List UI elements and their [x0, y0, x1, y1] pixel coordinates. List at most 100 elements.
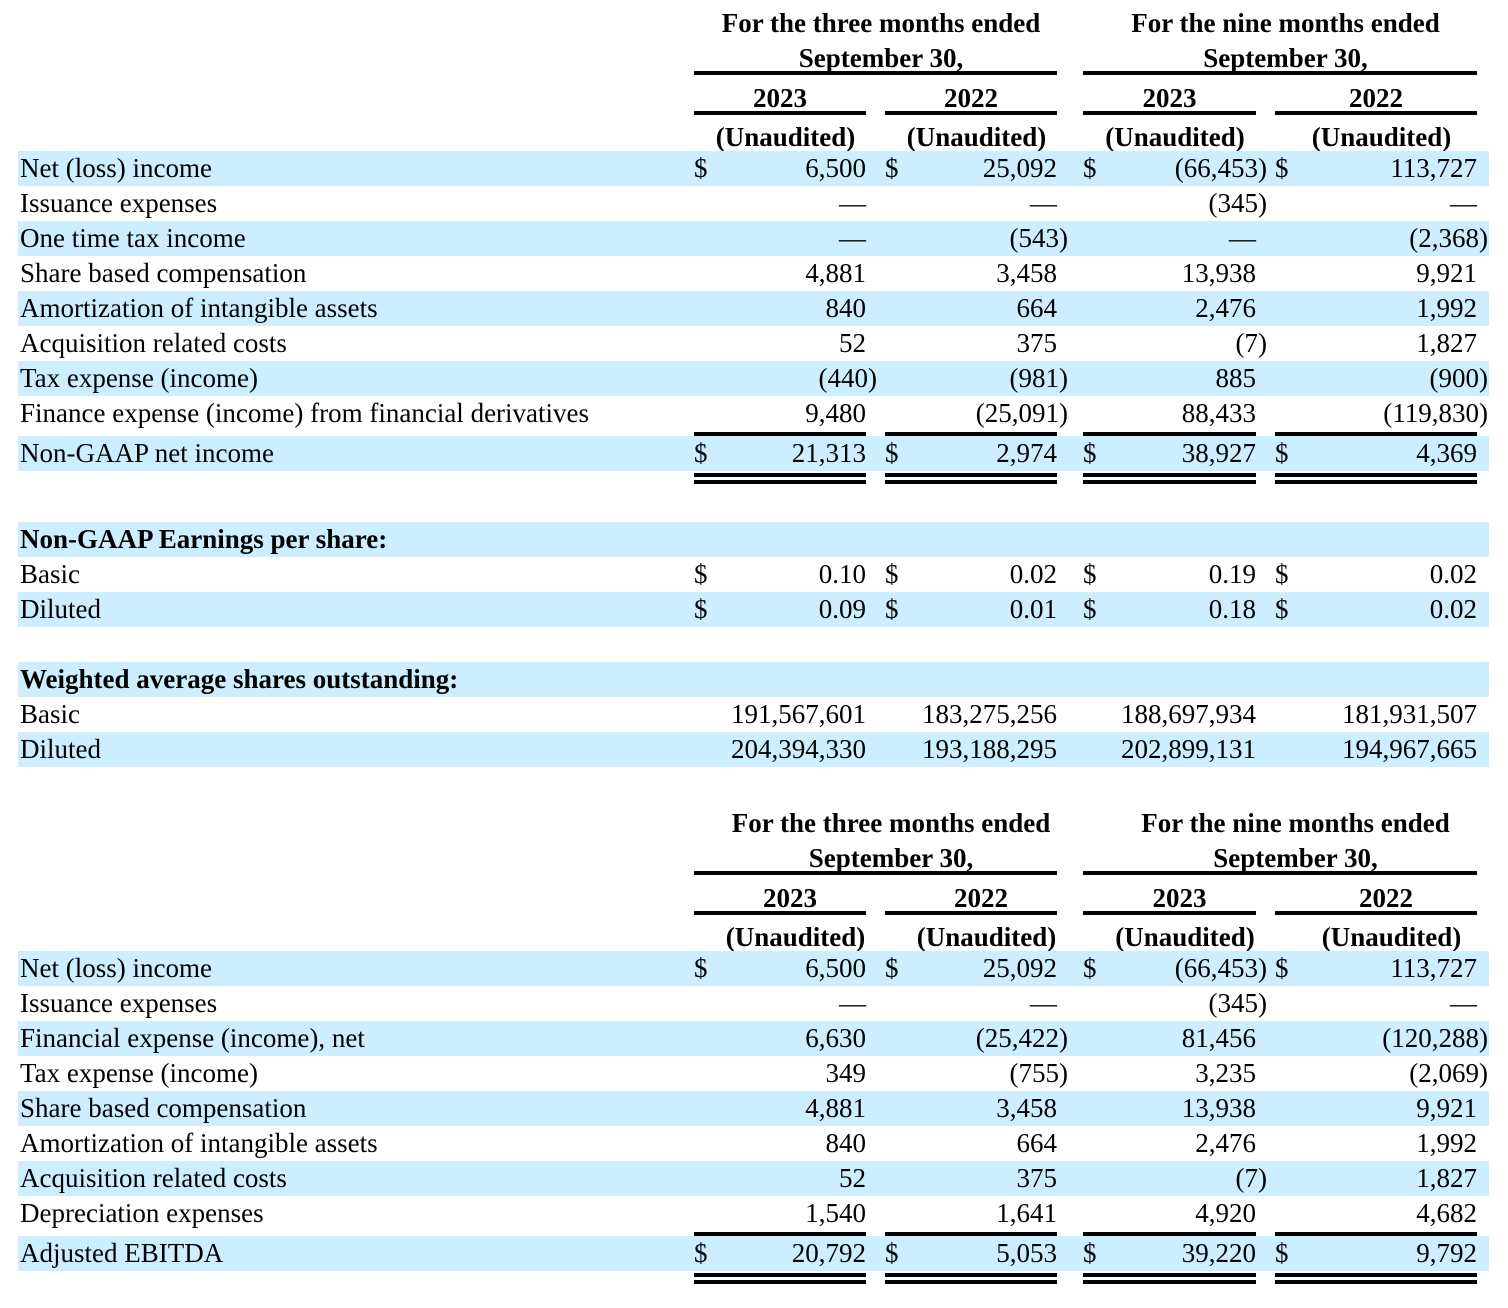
- rule-line: [1083, 1280, 1256, 1284]
- dollar-sign: $: [1083, 153, 1097, 183]
- value-cell: 1,992: [1416, 1128, 1477, 1158]
- value-cell: 840: [825, 1128, 867, 1158]
- dollar-sign: $: [694, 1238, 708, 1268]
- value-cell: (7): [1235, 328, 1267, 358]
- row-shading: [18, 1021, 1489, 1056]
- column-year: 2023: [1142, 83, 1197, 113]
- value-cell: 4,369: [1416, 438, 1477, 468]
- column-group-title: For the three months ended: [731, 808, 1051, 838]
- column-year: 2023: [1152, 883, 1207, 913]
- non-gaap-net-income-row-label: Share based compensation: [20, 258, 307, 288]
- value-cell: 0.02: [1429, 559, 1477, 589]
- value-cell: (440): [818, 363, 877, 393]
- dollar-sign: $: [1083, 594, 1097, 624]
- rule-line: [1275, 1232, 1477, 1236]
- value-cell: —: [839, 188, 866, 218]
- rule-line: [694, 473, 866, 477]
- shares-diluted-label: Diluted: [20, 734, 101, 764]
- row-shading: [18, 732, 1489, 767]
- value-cell: 188,697,934: [1121, 699, 1256, 729]
- adjusted-ebitda-row-label: Tax expense (income): [20, 1058, 259, 1088]
- value-cell: 181,931,507: [1342, 699, 1477, 729]
- value-cell: 5,053: [996, 1238, 1057, 1268]
- value-cell: —: [1450, 988, 1477, 1018]
- non-gaap-net-income-row-label: Net (loss) income: [20, 153, 212, 183]
- rule-line: [885, 1280, 1057, 1284]
- value-cell: 3,458: [996, 258, 1057, 288]
- value-cell: 202,899,131: [1121, 734, 1256, 764]
- rule-line: [694, 71, 1057, 75]
- value-cell: (543): [1009, 223, 1068, 253]
- value-cell: 6,500: [805, 153, 866, 183]
- row-shading: [18, 221, 1489, 256]
- rule-line: [885, 432, 1057, 436]
- dollar-sign: $: [1275, 438, 1289, 468]
- rule-line: [1083, 71, 1477, 75]
- row-shading: [18, 436, 1489, 471]
- non-gaap-net-income-total-label: Non-GAAP net income: [20, 438, 274, 468]
- value-cell: 1,540: [805, 1198, 866, 1228]
- dollar-sign: $: [885, 594, 899, 624]
- value-cell: 1,827: [1416, 328, 1477, 358]
- value-cell: 25,092: [982, 153, 1057, 183]
- adjusted-ebitda-total-label: Adjusted EBITDA: [20, 1238, 224, 1268]
- value-cell: —: [1030, 988, 1057, 1018]
- column-year: 2022: [1359, 883, 1413, 913]
- value-cell: 183,275,256: [922, 699, 1057, 729]
- value-cell: 9,480: [805, 398, 866, 428]
- value-cell: 4,682: [1416, 1198, 1477, 1228]
- rule-line: [1275, 432, 1477, 436]
- rule-line: [694, 1232, 866, 1236]
- value-cell: —: [839, 988, 866, 1018]
- column-audit-status: (Unaudited): [1311, 122, 1452, 152]
- rule-line: [1275, 1280, 1477, 1284]
- value-cell: 4,881: [805, 258, 866, 288]
- value-cell: 38,927: [1181, 438, 1256, 468]
- adjusted-ebitda-row-label: Issuance expenses: [20, 988, 218, 1018]
- value-cell: 0.18: [1208, 594, 1256, 624]
- column-group-title: For the nine months ended: [1131, 8, 1440, 38]
- value-cell: (7): [1235, 1163, 1267, 1193]
- row-shading: [18, 592, 1489, 627]
- column-group-subtitle: September 30,: [1213, 843, 1378, 873]
- value-cell: (981): [1009, 363, 1068, 393]
- value-cell: (2,368): [1409, 223, 1488, 253]
- value-cell: 193,188,295: [922, 734, 1057, 764]
- rule-line: [1275, 1273, 1477, 1277]
- eps-heading: Non-GAAP Earnings per share:: [20, 524, 388, 554]
- value-cell: 1,992: [1416, 293, 1477, 323]
- value-cell: 88,433: [1181, 398, 1256, 428]
- value-cell: 9,921: [1416, 1093, 1477, 1123]
- column-audit-status: (Unaudited): [906, 122, 1047, 152]
- value-cell: (66,453): [1174, 153, 1267, 183]
- rule-line: [694, 1273, 866, 1277]
- value-cell: (120,288): [1382, 1023, 1488, 1053]
- dollar-sign: $: [1083, 953, 1097, 983]
- rule-line: [1083, 480, 1256, 484]
- column-audit-status: (Unaudited): [916, 922, 1057, 952]
- rule-line: [694, 871, 1057, 875]
- value-cell: 194,967,665: [1342, 734, 1477, 764]
- rule-line: [1083, 911, 1256, 915]
- rule-line: [694, 911, 866, 915]
- rule-line: [885, 473, 1057, 477]
- eps-diluted-label: Diluted: [20, 594, 101, 624]
- rule-line: [1083, 1232, 1256, 1236]
- dollar-sign: $: [885, 1238, 899, 1268]
- column-group-subtitle: September 30,: [798, 43, 964, 73]
- rule-line: [885, 111, 1057, 115]
- rule-line: [1083, 432, 1256, 436]
- value-cell: (25,091): [975, 398, 1068, 428]
- column-year: 2022: [954, 883, 1008, 913]
- column-audit-status: (Unaudited): [725, 922, 866, 952]
- rule-line: [1083, 111, 1256, 115]
- value-cell: 1,827: [1416, 1163, 1477, 1193]
- row-shading: [18, 662, 1489, 697]
- value-cell: 349: [825, 1058, 867, 1088]
- non-gaap-net-income-row-label: Tax expense (income): [20, 363, 259, 393]
- value-cell: (345): [1208, 188, 1267, 218]
- value-cell: —: [839, 223, 866, 253]
- rule-line: [1275, 480, 1477, 484]
- shares-heading: Weighted average shares outstanding:: [20, 664, 459, 694]
- dollar-sign: $: [885, 153, 899, 183]
